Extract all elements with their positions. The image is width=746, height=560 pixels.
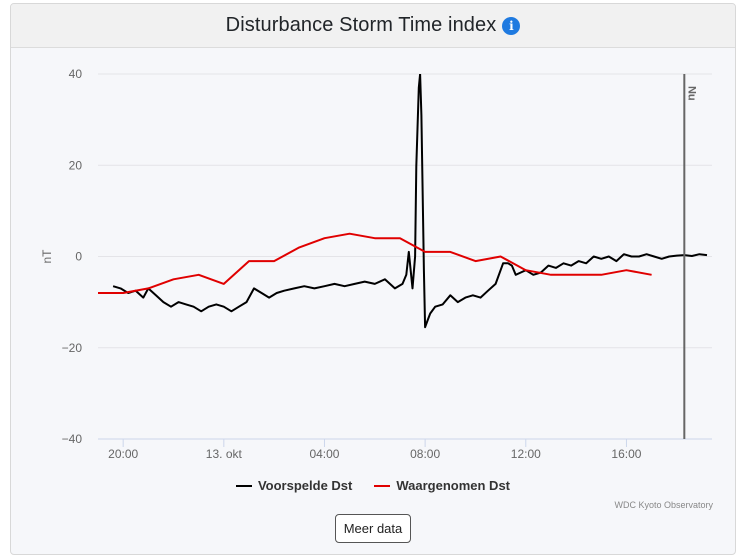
y-tick-label: 20 bbox=[69, 158, 83, 172]
y-tick-label: 40 bbox=[69, 67, 83, 81]
legend-item-forecast[interactable]: Voorspelde Dst bbox=[235, 478, 353, 493]
y-tick-label: −40 bbox=[62, 432, 83, 446]
now-marker-label: Nu bbox=[685, 86, 697, 101]
legend-label-forecast: Voorspelde Dst bbox=[257, 478, 353, 493]
series-line-forecast bbox=[112, 74, 708, 329]
x-tick-label: 12:00 bbox=[511, 447, 541, 461]
legend-swatch-red bbox=[374, 484, 391, 487]
x-tick-label: 08:00 bbox=[410, 447, 440, 461]
card-header: Disturbance Storm Time index i bbox=[11, 4, 735, 48]
chart-legend: Voorspelde Dst Waargenomen Dst bbox=[0, 478, 746, 493]
x-tick-label: 13. okt bbox=[206, 447, 243, 461]
chart-card: Disturbance Storm Time index i bbox=[10, 3, 736, 555]
info-icon[interactable]: i bbox=[502, 16, 521, 35]
y-tick-label: −20 bbox=[62, 341, 83, 355]
x-tick-label: 04:00 bbox=[309, 447, 339, 461]
more-data-button[interactable]: Meer data bbox=[335, 514, 411, 543]
series-line-observed bbox=[98, 232, 652, 294]
chart-title: Disturbance Storm Time index bbox=[225, 14, 497, 36]
legend-swatch-black bbox=[235, 484, 252, 487]
credits[interactable]: WDC Kyoto Observatory bbox=[614, 500, 713, 510]
y-axis-label: nT bbox=[40, 249, 54, 264]
legend-item-observed[interactable]: Waargenomen Dst bbox=[374, 478, 510, 493]
y-tick-label: 0 bbox=[75, 250, 82, 264]
x-tick-label: 16:00 bbox=[611, 447, 641, 461]
x-tick-label: 20:00 bbox=[108, 447, 138, 461]
legend-label-observed: Waargenomen Dst bbox=[396, 478, 511, 493]
